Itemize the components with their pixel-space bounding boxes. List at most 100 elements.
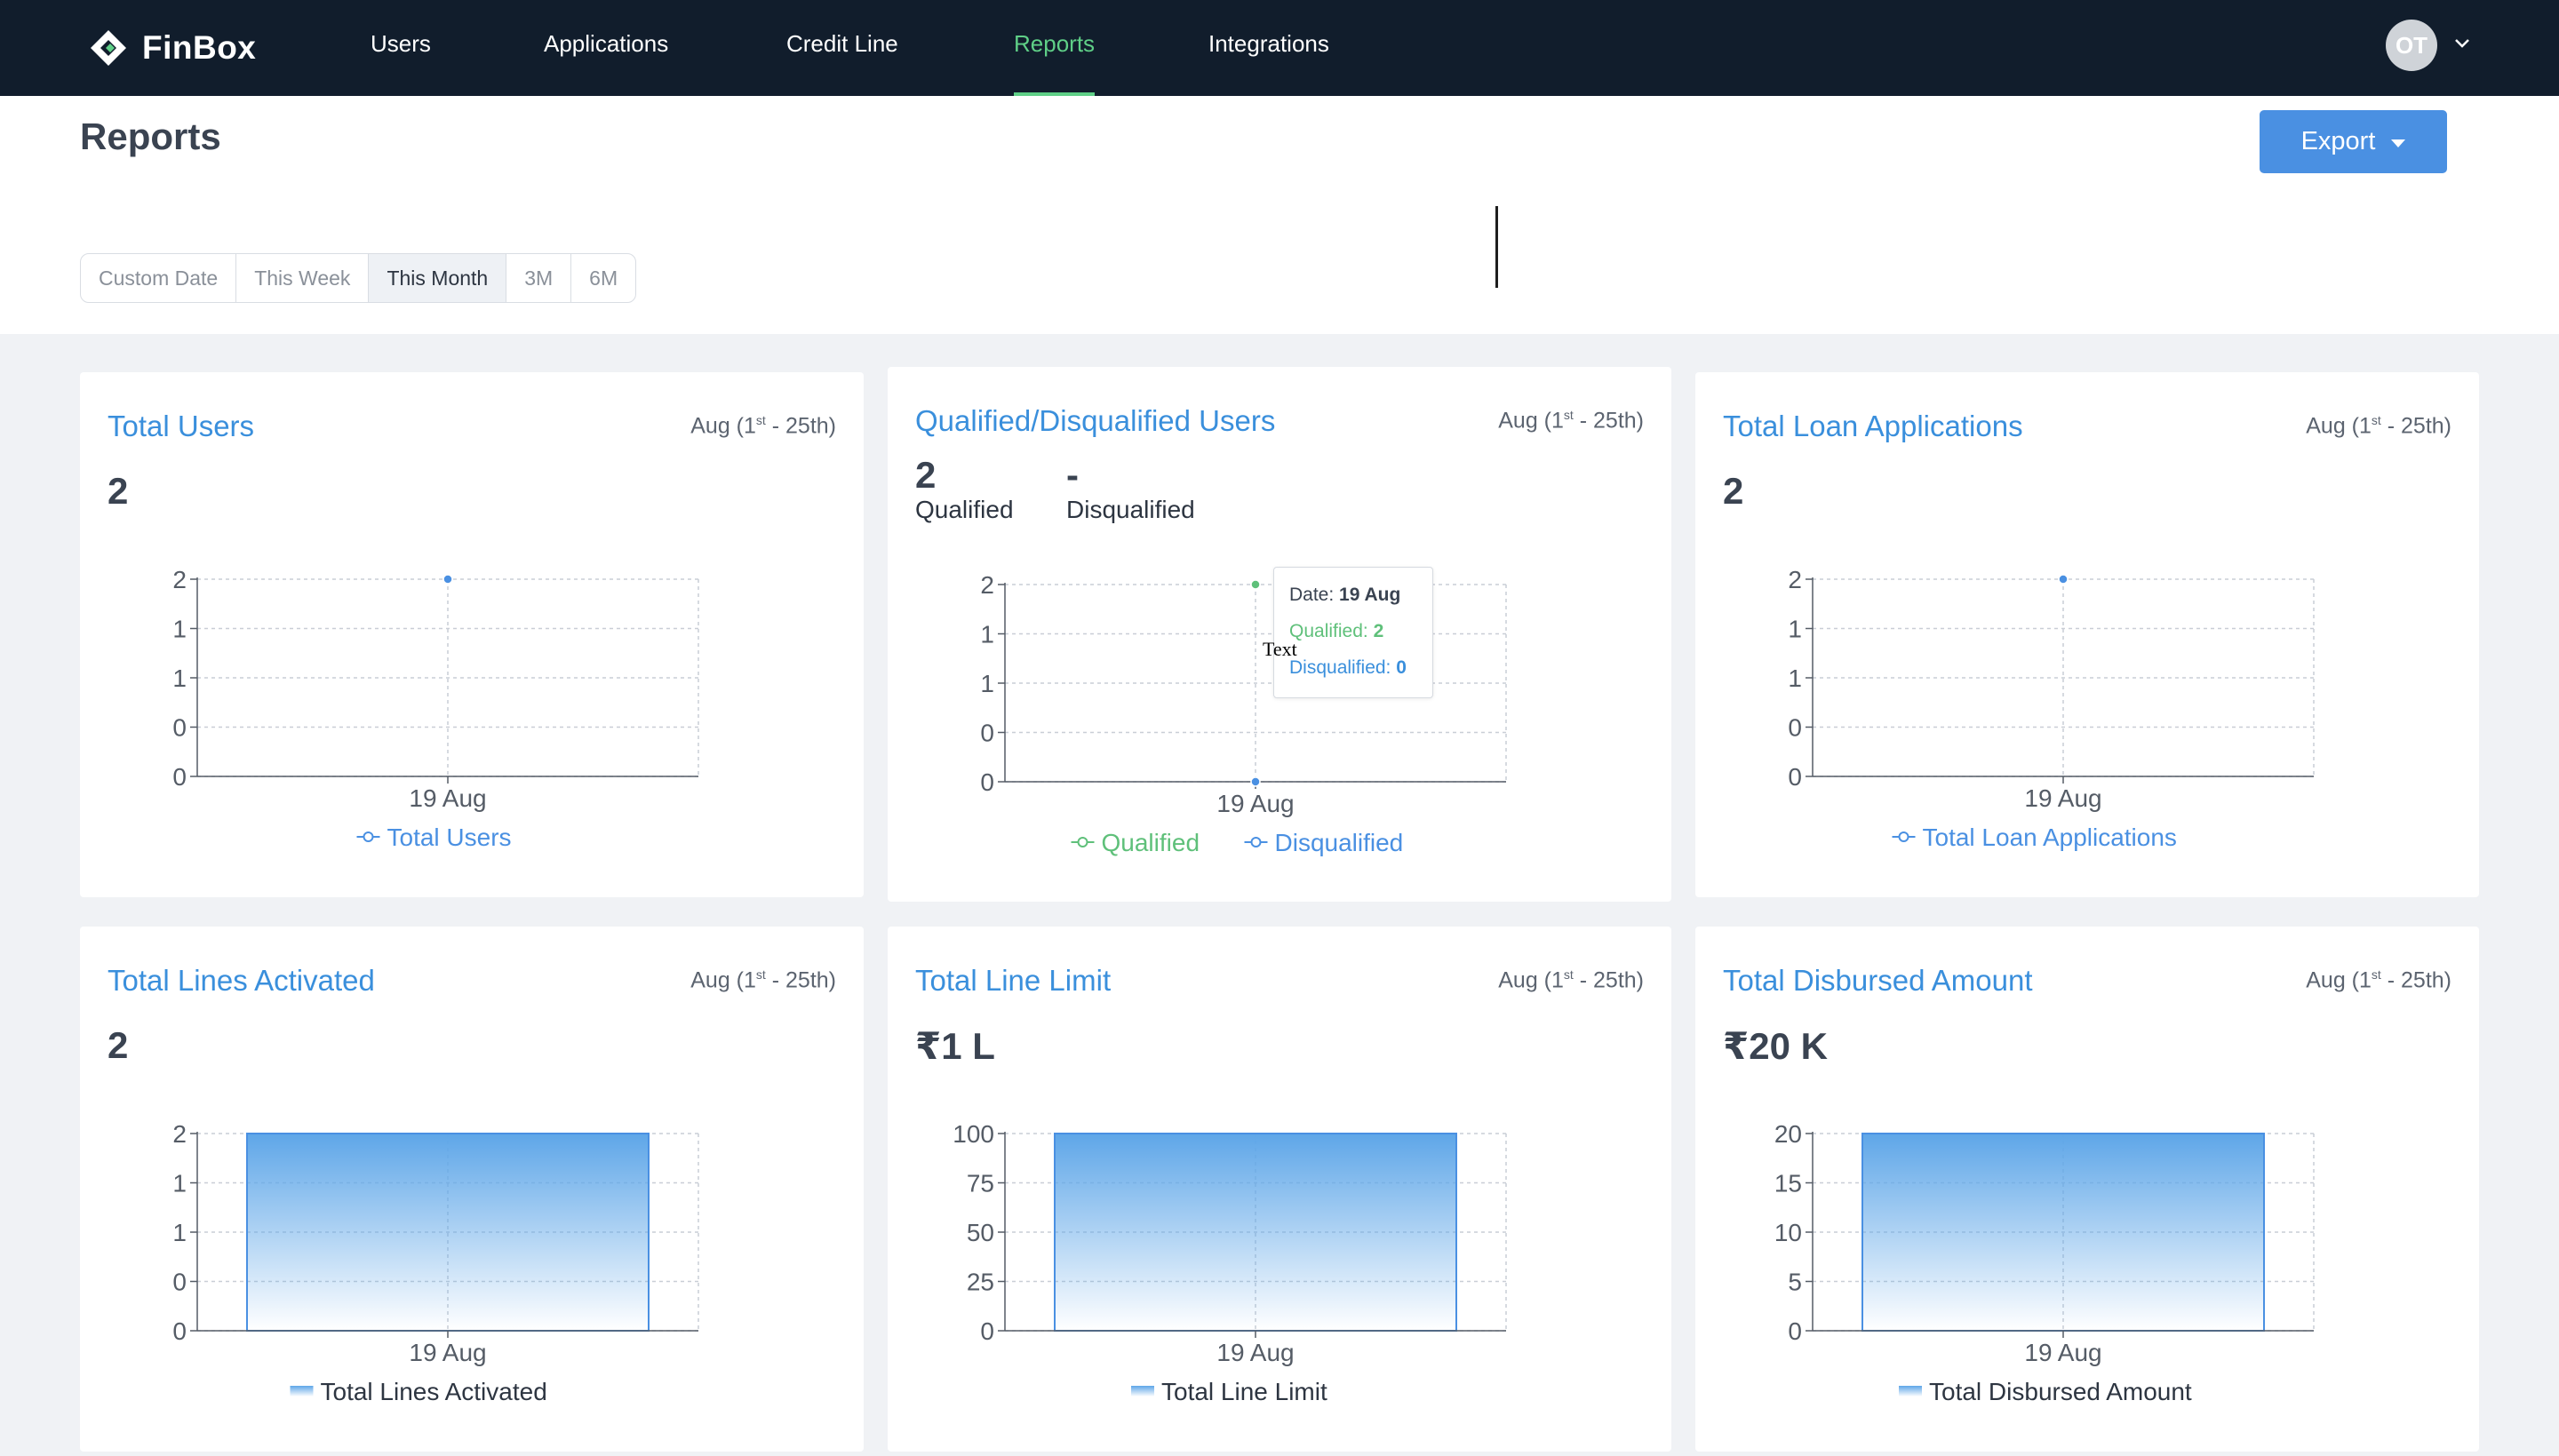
legend-label: Total Users (387, 823, 512, 851)
y-tick-label: 1 (980, 621, 994, 648)
nav-item-applications[interactable]: Applications (544, 30, 669, 57)
page-title: Reports (80, 115, 221, 157)
nav-item-users[interactable]: Users (371, 30, 431, 57)
y-tick-label: 0 (1788, 763, 1802, 791)
range-6m[interactable]: 6M (589, 266, 618, 290)
chevron-down-icon[interactable] (2454, 37, 2470, 50)
y-tick-label: 15 (1774, 1170, 1802, 1197)
y-tick-label: 1 (172, 1219, 187, 1246)
y-tick-label: 0 (172, 1269, 187, 1296)
range-custom-date[interactable]: Custom Date (81, 254, 237, 302)
x-tick-label: 19 Aug (1216, 1339, 1294, 1366)
y-tick-label: 20 (1774, 1120, 1802, 1148)
legend-label: Total Loan Applications (1923, 823, 2177, 851)
qualified-value: 2 (915, 454, 937, 496)
nav-item-reports[interactable]: Reports (1014, 30, 1096, 96)
date-range-label: Aug (1st - 25th) (1498, 967, 1644, 993)
legend-swatch (290, 1386, 314, 1396)
y-tick-label: 1 (1788, 664, 1802, 692)
y-tick-label: 100 (953, 1120, 994, 1148)
y-tick-label: 50 (967, 1219, 994, 1246)
card-title: Total Users (108, 410, 255, 442)
date-range-label: Aug (1st - 25th) (690, 967, 836, 993)
legend-label: Total Lines Activated (321, 1378, 547, 1405)
data-point (442, 574, 453, 585)
card-title: Total Lines Activated (108, 964, 375, 997)
chart-total-disbursed-amount: 0 5 10 15 20 19 Aug Total Disbursed Amount (1695, 1094, 2479, 1423)
y-tick-label: 1 (1788, 616, 1802, 643)
y-tick-label: 2 (1788, 566, 1802, 593)
y-tick-label: 5 (1788, 1269, 1802, 1296)
x-tick-label: 19 Aug (1216, 790, 1294, 817)
chart-tooltip: Date: 19 Aug Qualified: 2 Disqualified: … (1273, 567, 1433, 698)
export-button[interactable]: Export (2260, 110, 2447, 173)
chart-total-users: 0 0 1 1 2 19 Aug Total Users (80, 540, 864, 869)
date-range-label: Aug (1st - 25th) (1498, 408, 1644, 434)
bar (246, 1133, 650, 1332)
chart-svg: 0 5 10 15 20 19 Aug Total Disbursed Amount (1774, 1120, 2315, 1405)
y-tick-label: 0 (1788, 714, 1802, 742)
disqualified-label: Disqualified (1066, 496, 1195, 523)
legend-marker (1077, 837, 1088, 847)
bar (1861, 1133, 2265, 1332)
card-total-lines-activated: Total Lines Activated Aug (1st - 25th) 2… (80, 927, 864, 1452)
card-value: 2 (108, 470, 129, 512)
x-tick-label: 19 Aug (409, 784, 486, 812)
text-cursor (1495, 206, 1498, 288)
data-point (1250, 776, 1261, 787)
card-qualified-users: Qualified/Disqualified Users Aug (1st - … (888, 367, 1671, 902)
nav-item-integrations[interactable]: Integrations (1208, 30, 1329, 57)
range-3m[interactable]: 3M (506, 254, 572, 302)
card-title: Total Line Limit (915, 964, 1112, 997)
card-title: Qualified/Disqualified Users (915, 404, 1276, 437)
x-tick-label: 19 Aug (2024, 784, 2101, 812)
legend-marker (1898, 831, 1909, 842)
range-this-week[interactable]: This Week (236, 254, 370, 302)
y-tick-label: 0 (980, 768, 994, 796)
card-title: Total Loan Applications (1723, 410, 2023, 442)
chart-total-lines-activated: 0 0 1 1 2 19 Aug Total Lines Activated (80, 1094, 864, 1423)
top-navbar: FinBox Users Applications Credit Line Re… (0, 0, 2559, 96)
bar (1054, 1133, 1457, 1332)
y-tick-label: 2 (172, 1120, 187, 1148)
legend-label: Qualified (1102, 829, 1200, 856)
card-total-loan-applications: Total Loan Applications Aug (1st - 25th)… (1695, 372, 2479, 897)
card-value: 2 (108, 1024, 129, 1066)
legend-label: Total Line Limit (1161, 1378, 1327, 1405)
finbox-logo[interactable]: FinBox (89, 27, 256, 69)
y-tick-label: 0 (172, 714, 187, 742)
chart-svg: 0 0 1 1 2 19 Aug Qualified Disqualified (980, 571, 1507, 856)
card-total-line-limit: Total Line Limit Aug (1st - 25th) ₹1 L 0… (888, 927, 1671, 1452)
legend-label: Disqualified (1275, 829, 1404, 856)
range-this-month[interactable]: This Month (369, 254, 507, 302)
x-tick-label: 19 Aug (2024, 1339, 2101, 1366)
date-range-label: Aug (1st - 25th) (2306, 413, 2451, 439)
data-point (1250, 579, 1261, 590)
tooltip-date: Date: 19 Aug (1289, 585, 1401, 605)
chart-total-line-limit: 0 25 50 75 100 19 Aug Total Line Limit (888, 1094, 1671, 1423)
card-title: Total Disbursed Amount (1723, 964, 2033, 997)
chart-grid (197, 578, 699, 777)
chart-svg: 0 25 50 75 100 19 Aug Total Line Limit (953, 1120, 1507, 1405)
disqualified-value: - (1066, 454, 1079, 496)
chart-total-loan-applications: 0 0 1 1 2 19 Aug Total Loan Applications (1695, 540, 2479, 869)
y-tick-label: 10 (1774, 1219, 1802, 1246)
chart-svg: 0 0 1 1 2 19 Aug Total Loan Applications (1788, 566, 2315, 851)
card-value: ₹20 K (1723, 1025, 1828, 1067)
legend-item: Total Loan Applications (1892, 823, 2177, 851)
export-label: Export (2300, 127, 2376, 155)
card-value: 2 (1723, 470, 1744, 512)
tooltip-disqualified: Disqualified: 0 (1289, 657, 1407, 678)
avatar[interactable]: OT (2386, 20, 2437, 71)
legend-item: Total Lines Activated (290, 1378, 547, 1405)
legend-item: Qualified (1071, 829, 1200, 856)
legend-item: Total Line Limit (1131, 1378, 1327, 1405)
legend-swatch (1899, 1386, 1922, 1396)
y-tick-label: 25 (967, 1269, 994, 1296)
chart-qualified-users: 0 0 1 1 2 19 Aug Qualified Disqualified (888, 545, 1671, 874)
chart-svg: 0 0 1 1 2 19 Aug Total Users (172, 566, 699, 851)
nav-item-credit-line[interactable]: Credit Line (786, 30, 898, 57)
y-tick-label: 1 (980, 670, 994, 697)
data-point (2058, 574, 2069, 585)
legend-marker (1250, 837, 1262, 847)
